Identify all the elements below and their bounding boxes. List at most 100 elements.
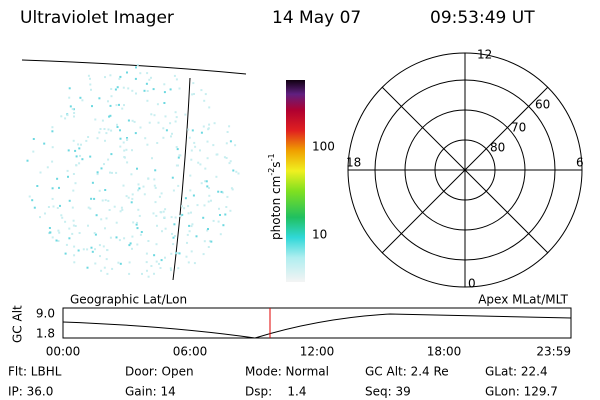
speckle bbox=[74, 182, 77, 185]
info-field: Mode: Normal bbox=[245, 365, 329, 379]
speckle bbox=[234, 144, 237, 147]
speckle bbox=[137, 183, 140, 186]
speckle bbox=[208, 123, 211, 126]
speckle bbox=[136, 63, 139, 66]
colorbar bbox=[286, 80, 305, 282]
speckle bbox=[89, 83, 92, 86]
speckle bbox=[105, 258, 108, 261]
mlt-label: 0 bbox=[468, 277, 476, 291]
x-tick-label: 12:00 bbox=[300, 345, 335, 359]
speckle bbox=[210, 199, 212, 202]
speckle bbox=[119, 210, 122, 213]
speckle bbox=[125, 148, 128, 151]
speckle bbox=[183, 207, 186, 210]
speckle bbox=[106, 272, 109, 275]
speckle bbox=[165, 129, 168, 132]
speckle bbox=[26, 159, 29, 162]
speckle bbox=[200, 89, 203, 92]
y-axis-label: GC Alt bbox=[11, 305, 25, 343]
speckle bbox=[212, 144, 215, 147]
speckle bbox=[204, 180, 207, 183]
speckle bbox=[72, 173, 75, 175]
speckle bbox=[229, 140, 232, 143]
speckle bbox=[104, 227, 106, 230]
speckle bbox=[75, 164, 78, 167]
speckle bbox=[175, 116, 178, 119]
speckle bbox=[190, 211, 192, 214]
speckle bbox=[128, 261, 131, 264]
speckle bbox=[116, 86, 119, 89]
speckle bbox=[100, 218, 103, 221]
speckle bbox=[138, 214, 141, 217]
speckle bbox=[208, 187, 210, 189]
speckle bbox=[187, 205, 190, 208]
speckle bbox=[212, 219, 215, 222]
speckle bbox=[170, 269, 172, 272]
altitude-curve bbox=[62, 313, 572, 339]
speckle bbox=[68, 199, 71, 202]
speckle bbox=[228, 125, 231, 128]
speckle bbox=[136, 243, 139, 246]
speckle bbox=[86, 266, 89, 269]
speckle bbox=[223, 156, 226, 159]
speckle bbox=[179, 215, 182, 217]
speckle bbox=[80, 143, 82, 146]
speckle bbox=[176, 148, 179, 151]
speckle bbox=[99, 255, 101, 258]
speckle bbox=[187, 212, 190, 215]
speckle bbox=[172, 236, 175, 239]
speckle bbox=[108, 115, 111, 118]
speckle bbox=[152, 212, 155, 215]
speckle bbox=[219, 214, 221, 216]
speckle bbox=[199, 149, 201, 152]
speckle bbox=[126, 139, 128, 141]
speckle bbox=[128, 244, 131, 247]
speckle bbox=[185, 255, 188, 258]
speckle bbox=[225, 206, 228, 208]
speckle bbox=[154, 201, 157, 204]
speckle bbox=[163, 91, 166, 94]
speckle bbox=[146, 143, 149, 146]
y-tick-label: 1.8 bbox=[36, 327, 55, 341]
speckle bbox=[93, 232, 96, 234]
speckle bbox=[78, 147, 81, 150]
speckle bbox=[132, 221, 135, 224]
mlt-label: 12 bbox=[477, 48, 492, 62]
speckle bbox=[66, 114, 69, 117]
speckle bbox=[190, 225, 193, 228]
speckle bbox=[156, 103, 159, 106]
speckle bbox=[65, 243, 68, 246]
speckle bbox=[181, 213, 184, 216]
y-tick-label: 9.0 bbox=[36, 307, 55, 321]
speckle bbox=[147, 275, 150, 278]
speckle bbox=[131, 197, 134, 200]
speckle bbox=[109, 104, 112, 107]
speckle bbox=[131, 89, 134, 92]
speckle bbox=[204, 93, 207, 96]
speckle bbox=[213, 122, 216, 125]
speckle bbox=[145, 82, 148, 85]
speckle bbox=[69, 105, 72, 108]
boundary-line bbox=[21, 59, 247, 75]
speckle bbox=[193, 93, 195, 95]
speckle bbox=[96, 171, 99, 174]
speckle bbox=[98, 97, 101, 100]
speckle bbox=[231, 188, 234, 191]
speckle bbox=[72, 108, 75, 111]
speckle bbox=[68, 87, 71, 90]
speckle bbox=[146, 72, 149, 75]
speckle bbox=[127, 119, 130, 122]
speckle bbox=[146, 269, 148, 272]
speckle bbox=[153, 178, 156, 181]
mlt-label: 18 bbox=[346, 156, 361, 170]
speckle bbox=[61, 216, 64, 219]
speckle bbox=[31, 199, 34, 202]
speckle bbox=[91, 105, 93, 108]
speckle bbox=[159, 267, 162, 269]
speckle bbox=[226, 131, 229, 133]
terminator-line bbox=[172, 77, 191, 281]
speckle bbox=[187, 128, 190, 131]
speckle bbox=[210, 240, 213, 243]
speckle bbox=[188, 136, 191, 139]
speckle bbox=[108, 209, 111, 211]
